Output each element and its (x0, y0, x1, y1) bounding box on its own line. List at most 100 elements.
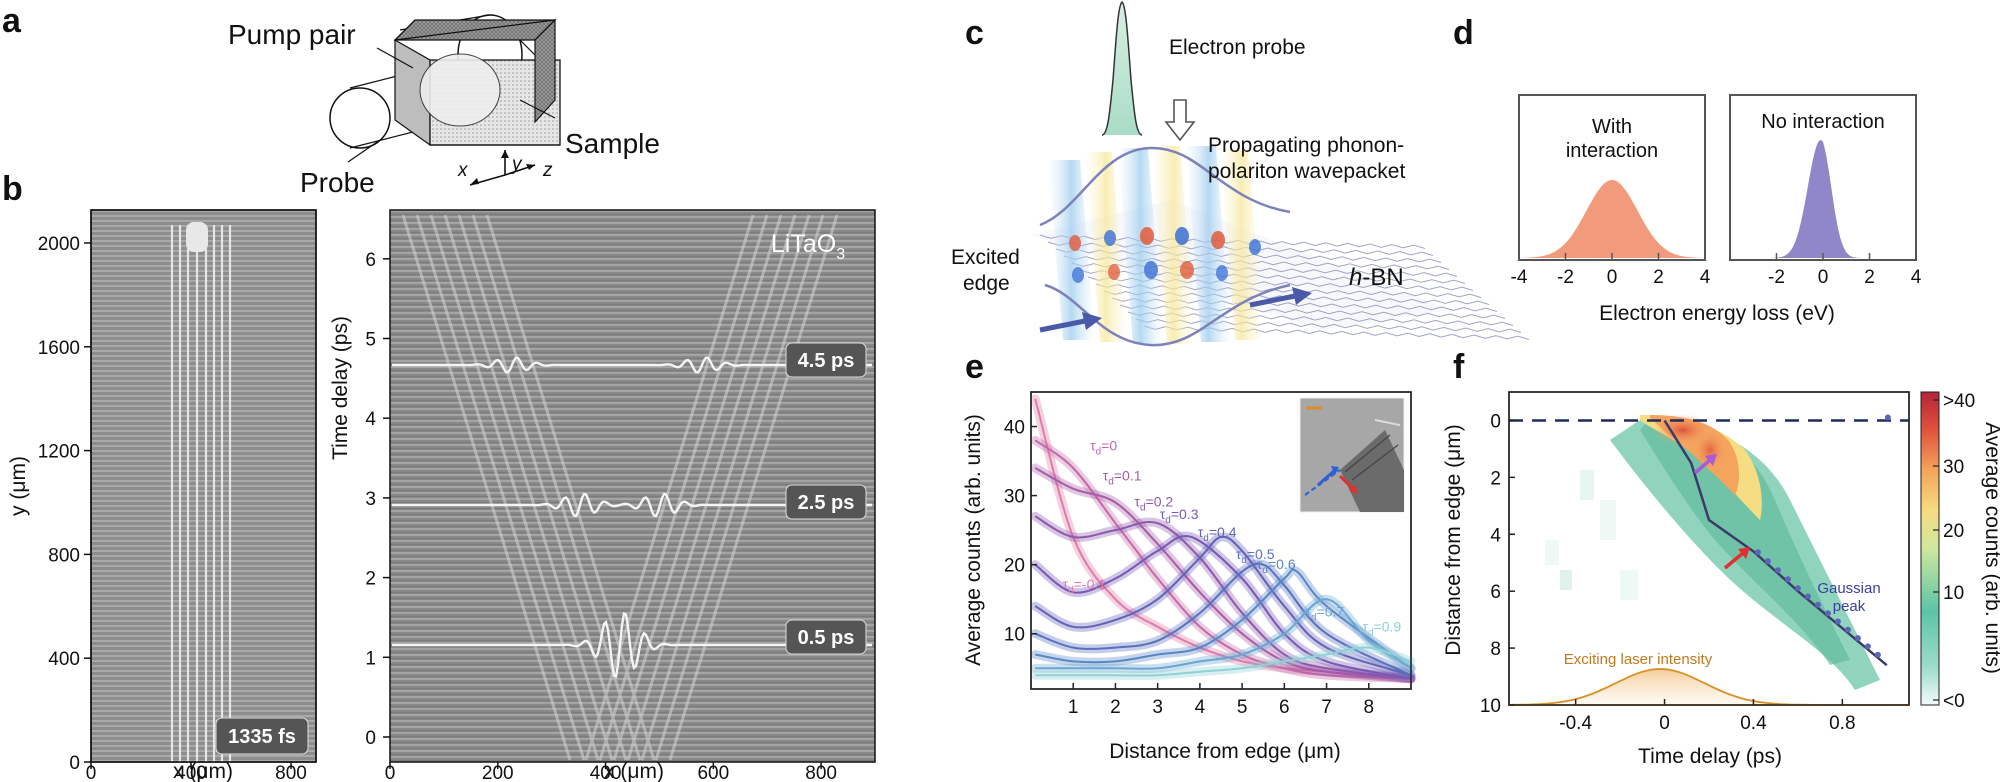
tick-label: -4 (1511, 267, 1528, 288)
tick-label: 10 (1004, 625, 1025, 646)
blue-arrow-icon (1317, 466, 1339, 487)
peak-point (1794, 585, 1801, 592)
f-gaussian-label-1: Gaussian (1817, 580, 1880, 597)
f-ylabel: Distance from edge (μm) (1442, 424, 1465, 656)
peak-point (1784, 576, 1791, 583)
tick-label: 2 (1653, 267, 1664, 288)
tick-label: 5 (365, 330, 376, 351)
e-series-labels: τd=-0.1 τd=0 τd=0.1 τd=0.2τd=0.3τd=0.4 τd=0.… (1063, 438, 1402, 639)
tick-label: 6 (1279, 697, 1290, 718)
tick-label: 3 (1152, 697, 1163, 718)
panel-f: f Gaussian peak Excitin (1442, 348, 2000, 768)
label-sample: Sample (565, 128, 660, 159)
tick-label: 3 (365, 489, 376, 510)
peak-point (1864, 643, 1871, 650)
peak-point (1764, 558, 1771, 565)
tick-label: 0 (1607, 267, 1618, 288)
b-right-badges: 4.5 ps 2.5 ps 0.5 ps (785, 342, 867, 655)
e-series-label: τd=0.2 (1134, 494, 1173, 514)
d-no-interaction-area (1730, 140, 1916, 258)
panel-c: c (951, 1, 1530, 347)
wave-streak (640, 214, 811, 761)
e-ticks: 10 20 30 40 1 2 3 4 5 6 7 8 (1004, 418, 1374, 718)
d-with-label-1: With (1592, 116, 1632, 138)
tick-label: 6 (1490, 582, 1501, 603)
e-series-label: τd=0 (1090, 438, 1117, 458)
tick-label: 0 (365, 728, 376, 749)
field-spots (1069, 227, 1261, 283)
b-right-xlabel: x (μm) (604, 760, 664, 782)
label-probe: Probe (300, 167, 375, 198)
peak-point (1884, 414, 1891, 421)
label-hbn: h-BN (1349, 264, 1404, 291)
red-arrow-icon (1338, 474, 1358, 494)
e-series-line (1035, 598, 1412, 670)
f-ticks: 0 2 4 6 8 10 -0.4 0 0.4 0.8 (1480, 411, 1856, 734)
tick-label: >40 (1943, 391, 1975, 412)
tick-label: 8 (1363, 697, 1374, 718)
tick-label: 800 (805, 763, 837, 782)
tick-label: 2 (365, 569, 376, 590)
e-series-line (1034, 562, 1412, 677)
f-gaussian-label-2: peak (1833, 598, 1866, 615)
tick-label: -0.4 (1559, 713, 1592, 734)
f-colorbar (1920, 391, 1940, 706)
tick-label: 4 (1195, 697, 1206, 718)
d-with-interaction-area (1519, 180, 1705, 258)
d-xticks: -4 -2 0 2 4 -2 0 2 4 (1511, 253, 1922, 288)
tick-label: 400 (175, 763, 207, 782)
e-series-label: τd=0.1 (1103, 467, 1142, 487)
tick-label: 200 (482, 763, 514, 782)
b-left-xlabel: x (μm) (173, 760, 233, 782)
e-series-line (1034, 467, 1412, 680)
label-electron-probe: Electron probe (1169, 36, 1306, 59)
peak-point (1824, 610, 1831, 617)
e-series-label: τd=0.6 (1257, 556, 1296, 576)
wave-streak (415, 214, 586, 761)
e-series-line (1034, 439, 1412, 680)
tick-label: 0 (1818, 267, 1829, 288)
wave-streak (443, 214, 614, 761)
e-series-line (1034, 515, 1412, 680)
badge-4-5ps: 4.5 ps (798, 350, 855, 372)
e-series-label: τd=-0.1 (1063, 576, 1107, 596)
panel-label-d: d (1453, 14, 1474, 52)
e-series-line (1035, 646, 1412, 677)
peak-point (1834, 618, 1841, 625)
e-series-line (1034, 535, 1412, 677)
label-pump-pair: Pump pair (228, 19, 356, 50)
e-series-label: τd=0.3 (1160, 506, 1199, 526)
axis-x-label: x (457, 160, 469, 181)
panel-label-c: c (965, 14, 984, 52)
material-label: LiTaO3 (771, 230, 845, 263)
right-arrow-icon (1039, 312, 1102, 333)
wave-streak (668, 214, 839, 761)
e-series-line (1035, 568, 1412, 670)
e-series-label: τd=0.4 (1198, 524, 1237, 544)
e-curves (1030, 394, 1416, 684)
wave-streak (457, 214, 628, 761)
tick-label: 0 (1659, 713, 1670, 734)
tick-label: 1 (365, 648, 376, 669)
b-left-xticks: 0 400 800 (86, 762, 307, 782)
image-b-right: 4.5 ps 2.5 ps 0.5 ps LiTaO3 (389, 209, 876, 763)
tick-label: 0 (69, 753, 80, 774)
image-b-left: 1335 fs (90, 209, 317, 763)
tick-label: -2 (1768, 267, 1785, 288)
tick-label: 1600 (38, 338, 80, 359)
d-xlabel: Electron energy loss (eV) (1599, 302, 1835, 325)
tick-label: 600 (697, 763, 729, 782)
panel-label-e: e (965, 348, 984, 386)
tick-label: 4 (1700, 267, 1711, 288)
peak-point (1804, 593, 1811, 600)
tick-label: 0 (385, 763, 396, 782)
tick-label: 0 (1490, 411, 1501, 432)
axis-y-label: y (510, 154, 523, 175)
tick-label: 2 (1864, 267, 1875, 288)
wave-streak (654, 214, 825, 761)
f-xlabel: Time delay (ps) (1638, 745, 1782, 768)
tick-label: -2 (1557, 267, 1574, 288)
right-arrow-icon (1249, 287, 1312, 308)
tick-label: 20 (1943, 521, 1964, 542)
